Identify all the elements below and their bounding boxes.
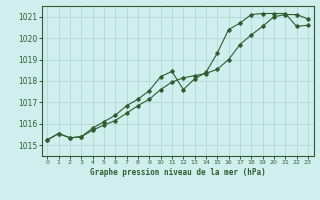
X-axis label: Graphe pression niveau de la mer (hPa): Graphe pression niveau de la mer (hPa) [90, 168, 266, 177]
